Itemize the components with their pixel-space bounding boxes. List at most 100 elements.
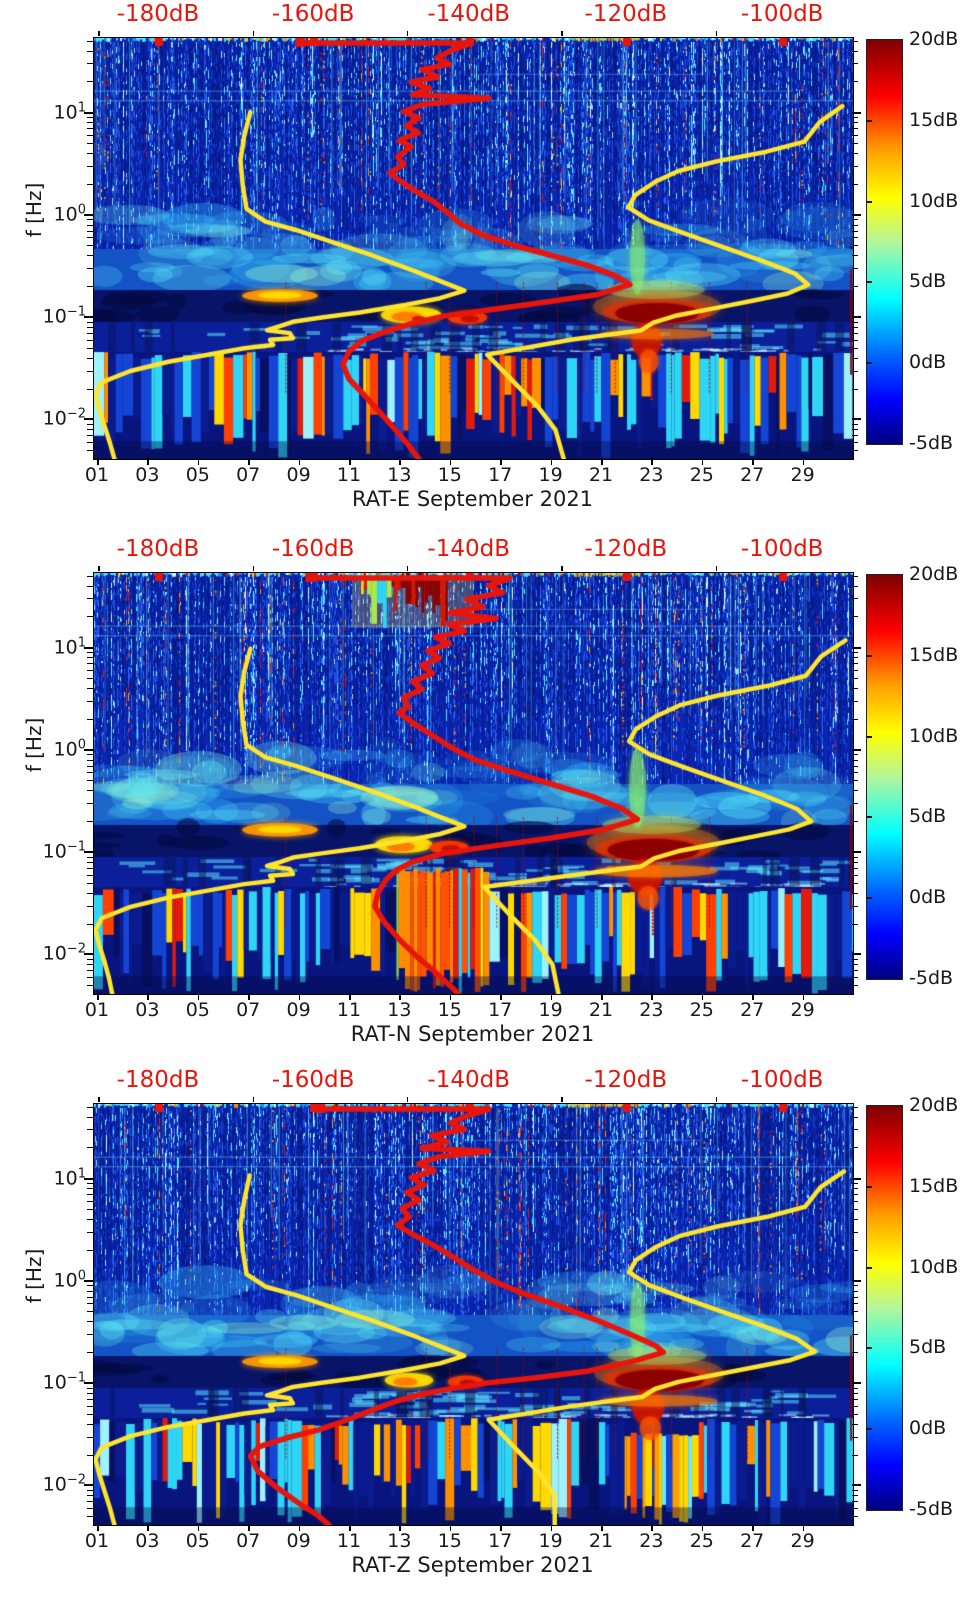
- y-minor-tick-right: [852, 388, 858, 390]
- y-minor-tick-right: [852, 780, 858, 782]
- x-tick: [500, 1524, 502, 1531]
- y-minor-tick-right: [852, 874, 858, 876]
- y-minor-tick-right: [852, 429, 858, 431]
- y-minor-tick-right: [852, 268, 858, 270]
- y-minor-tick-right: [852, 40, 858, 42]
- y-minor-tick: [87, 754, 93, 756]
- y-minor-tick: [87, 435, 93, 437]
- y-minor-tick: [87, 780, 93, 782]
- y-minor-tick: [87, 759, 93, 761]
- y-minor-tick: [87, 1249, 93, 1251]
- panel-rat-e: f [Hz] RAT-E September 2021 -180dB -160dB…: [0, 0, 962, 533]
- y-minor-tick: [87, 1454, 93, 1456]
- y-minor-tick-right: [852, 1129, 858, 1131]
- y-minor-tick: [87, 821, 93, 823]
- x-tick-label: 07: [236, 1530, 261, 1552]
- y-minor-tick-right: [852, 1423, 858, 1425]
- x-tick-label: 01: [84, 1530, 110, 1552]
- y-minor-tick: [87, 700, 93, 702]
- x-tick-label: 23: [639, 1530, 664, 1552]
- top-axis-db-label: -180dB: [116, 1067, 200, 1093]
- y-tick-label: 10−2: [42, 941, 86, 965]
- y-minor-tick: [87, 245, 93, 247]
- top-tick: [561, 31, 563, 36]
- x-tick-label: 27: [740, 999, 765, 1021]
- y-minor-tick: [87, 429, 93, 431]
- y-major-tick: [84, 647, 93, 649]
- y-major-tick: [84, 214, 93, 216]
- x-tick-label: 21: [588, 999, 614, 1021]
- y-minor-tick-right: [852, 1311, 858, 1313]
- y-minor-tick-right: [852, 1490, 858, 1492]
- y-minor-tick: [87, 40, 93, 42]
- x-tick-label: 29: [790, 999, 815, 1021]
- y-minor-tick: [87, 1194, 93, 1196]
- x-tick-label: 13: [387, 999, 412, 1021]
- x-tick: [752, 993, 754, 1000]
- y-tick-label: 100: [53, 737, 86, 761]
- y-minor-tick-right: [852, 765, 858, 767]
- y-minor-tick: [87, 63, 93, 65]
- y-minor-tick: [87, 268, 93, 270]
- colorbar-gradient: [866, 39, 903, 445]
- colorbar-tick-label: -5dB: [909, 967, 954, 989]
- x-tick-label: 05: [185, 1530, 210, 1552]
- y-minor-tick: [87, 585, 93, 587]
- y-minor-tick: [87, 669, 93, 671]
- x-tick-label: 01: [84, 999, 110, 1021]
- y-major-tick-right: [852, 953, 861, 955]
- y-minor-tick-right: [852, 357, 858, 359]
- x-tick: [802, 993, 805, 1000]
- plot-area: [84, 31, 861, 465]
- y-minor-tick: [87, 1490, 93, 1492]
- y-major-tick: [84, 1484, 93, 1486]
- y-minor-tick-right: [852, 977, 858, 979]
- y-tick-label: 10−2: [42, 406, 86, 430]
- y-minor-tick-right: [852, 651, 858, 653]
- y-minor-tick: [87, 688, 93, 689]
- x-tick: [97, 458, 99, 465]
- y-minor-tick-right: [852, 882, 858, 884]
- x-tick: [147, 458, 149, 465]
- top-axis-db-label: -100dB: [740, 1067, 824, 1093]
- top-tick: [252, 1097, 255, 1102]
- panel-title: RAT-E September 2021: [351, 487, 594, 511]
- x-tick: [147, 993, 149, 1000]
- x-tick: [197, 1524, 200, 1531]
- y-major-tick-right: [852, 214, 861, 216]
- y-major-tick: [84, 418, 93, 420]
- x-tick: [601, 993, 603, 1000]
- y-tick-label: 10−2: [42, 1472, 86, 1496]
- x-tick: [298, 458, 301, 465]
- y-minor-tick: [87, 370, 93, 372]
- y-minor-tick: [87, 286, 93, 288]
- colorbar-tick: [867, 200, 872, 203]
- x-tick-label: 29: [790, 464, 815, 486]
- x-tick-label: 15: [437, 464, 462, 486]
- y-minor-tick: [87, 1231, 93, 1233]
- x-tick: [197, 993, 200, 1000]
- y-tick-label: 101: [53, 100, 86, 124]
- x-tick: [651, 1524, 653, 1531]
- x-tick: [147, 1524, 149, 1531]
- y-minor-tick-right: [852, 616, 858, 618]
- colorbar-tick-label: -5dB: [909, 432, 954, 454]
- y-minor-tick-right: [852, 1194, 858, 1196]
- y-minor-tick-right: [852, 370, 858, 372]
- colorbar-tick-label: 20dB: [909, 563, 959, 585]
- colorbar-tick: [867, 281, 872, 284]
- y-minor-tick: [87, 1296, 93, 1298]
- y-minor-tick-right: [852, 332, 858, 334]
- y-major-tick: [84, 953, 93, 955]
- y-minor-tick-right: [852, 128, 858, 130]
- panel-title: RAT-Z September 2021: [351, 1553, 594, 1577]
- y-tick-label: 101: [53, 1166, 86, 1190]
- x-tick: [550, 1524, 553, 1531]
- y-minor-tick: [87, 651, 93, 653]
- y-minor-tick: [87, 964, 93, 966]
- x-tick: [701, 1524, 704, 1531]
- y-minor-tick-right: [852, 1516, 858, 1518]
- y-minor-tick: [87, 959, 93, 961]
- y-minor-tick: [87, 81, 93, 83]
- y-minor-tick: [87, 1219, 93, 1220]
